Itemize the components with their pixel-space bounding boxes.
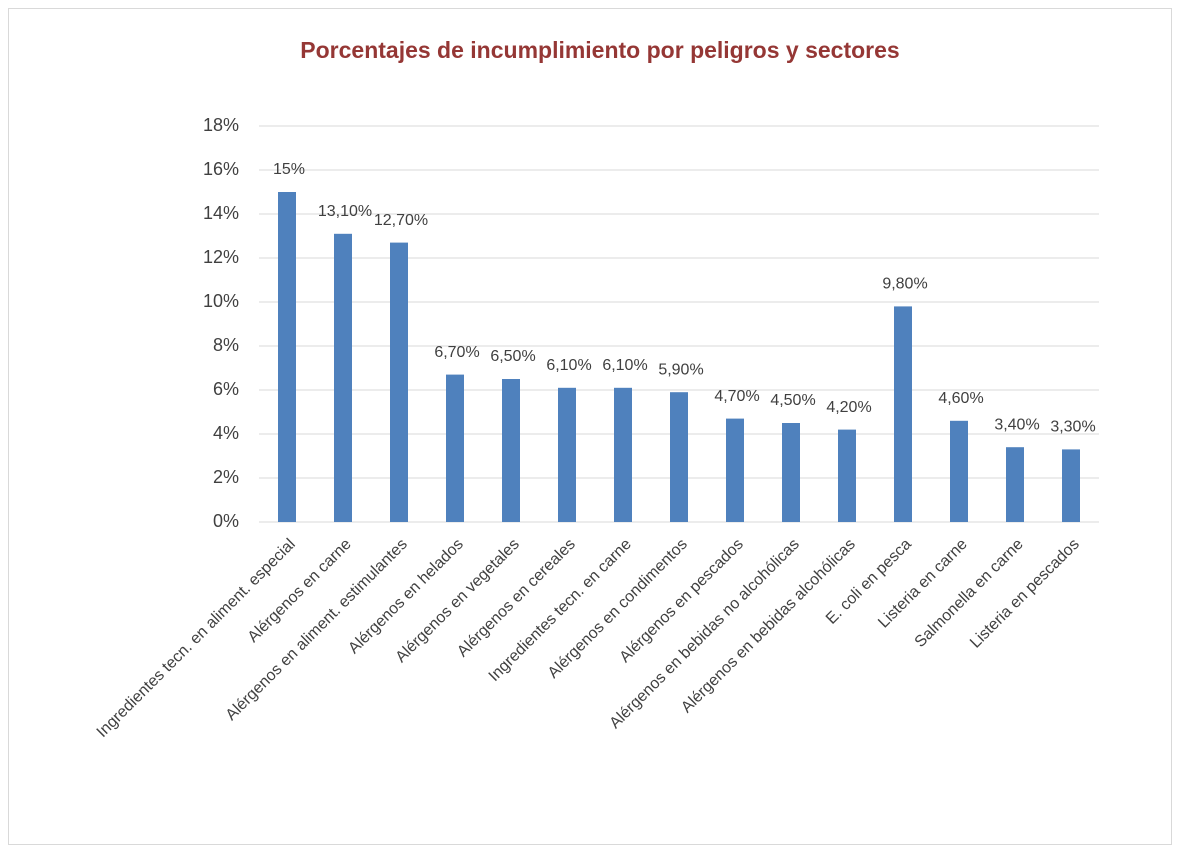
value-label: 6,10% bbox=[602, 357, 647, 374]
y-tick-label: 2% bbox=[213, 467, 239, 487]
value-label: 4,60% bbox=[938, 390, 983, 407]
value-label: 15% bbox=[273, 161, 305, 178]
value-label: 5,90% bbox=[658, 361, 703, 378]
bar bbox=[838, 429, 856, 522]
bar bbox=[278, 192, 296, 522]
value-label: 4,70% bbox=[714, 388, 759, 405]
y-tick-label: 14% bbox=[203, 203, 239, 223]
y-tick-label: 12% bbox=[203, 247, 239, 267]
bar bbox=[894, 306, 912, 522]
value-label: 6,50% bbox=[490, 348, 535, 365]
value-label: 13,10% bbox=[318, 203, 372, 220]
value-label: 12,70% bbox=[374, 212, 428, 229]
chart-border bbox=[8, 8, 1172, 845]
bar bbox=[726, 418, 744, 522]
bar bbox=[614, 387, 632, 522]
bar bbox=[1006, 447, 1024, 522]
y-tick-label: 18% bbox=[203, 115, 239, 135]
y-tick-label: 4% bbox=[213, 423, 239, 443]
value-label: 6,10% bbox=[546, 357, 591, 374]
bar bbox=[950, 420, 968, 522]
y-tick-label: 16% bbox=[203, 159, 239, 179]
bar bbox=[502, 379, 520, 522]
value-label: 9,80% bbox=[882, 276, 927, 293]
y-tick-label: 6% bbox=[213, 379, 239, 399]
bar bbox=[558, 387, 576, 522]
y-tick-label: 0% bbox=[213, 511, 239, 531]
bar bbox=[334, 233, 352, 523]
bar bbox=[390, 242, 408, 522]
bar bbox=[670, 392, 688, 522]
y-tick-label: 8% bbox=[213, 335, 239, 355]
value-label: 6,70% bbox=[434, 344, 479, 361]
bar bbox=[1062, 449, 1080, 522]
y-tick-label: 10% bbox=[203, 291, 239, 311]
chart-title: Porcentajes de incumplimiento por peligr… bbox=[300, 37, 899, 63]
value-label: 3,30% bbox=[1050, 419, 1095, 436]
bar bbox=[446, 374, 464, 522]
value-label: 4,50% bbox=[770, 392, 815, 409]
value-label: 4,20% bbox=[826, 399, 871, 416]
bar bbox=[782, 423, 800, 522]
value-label: 3,40% bbox=[994, 416, 1039, 433]
